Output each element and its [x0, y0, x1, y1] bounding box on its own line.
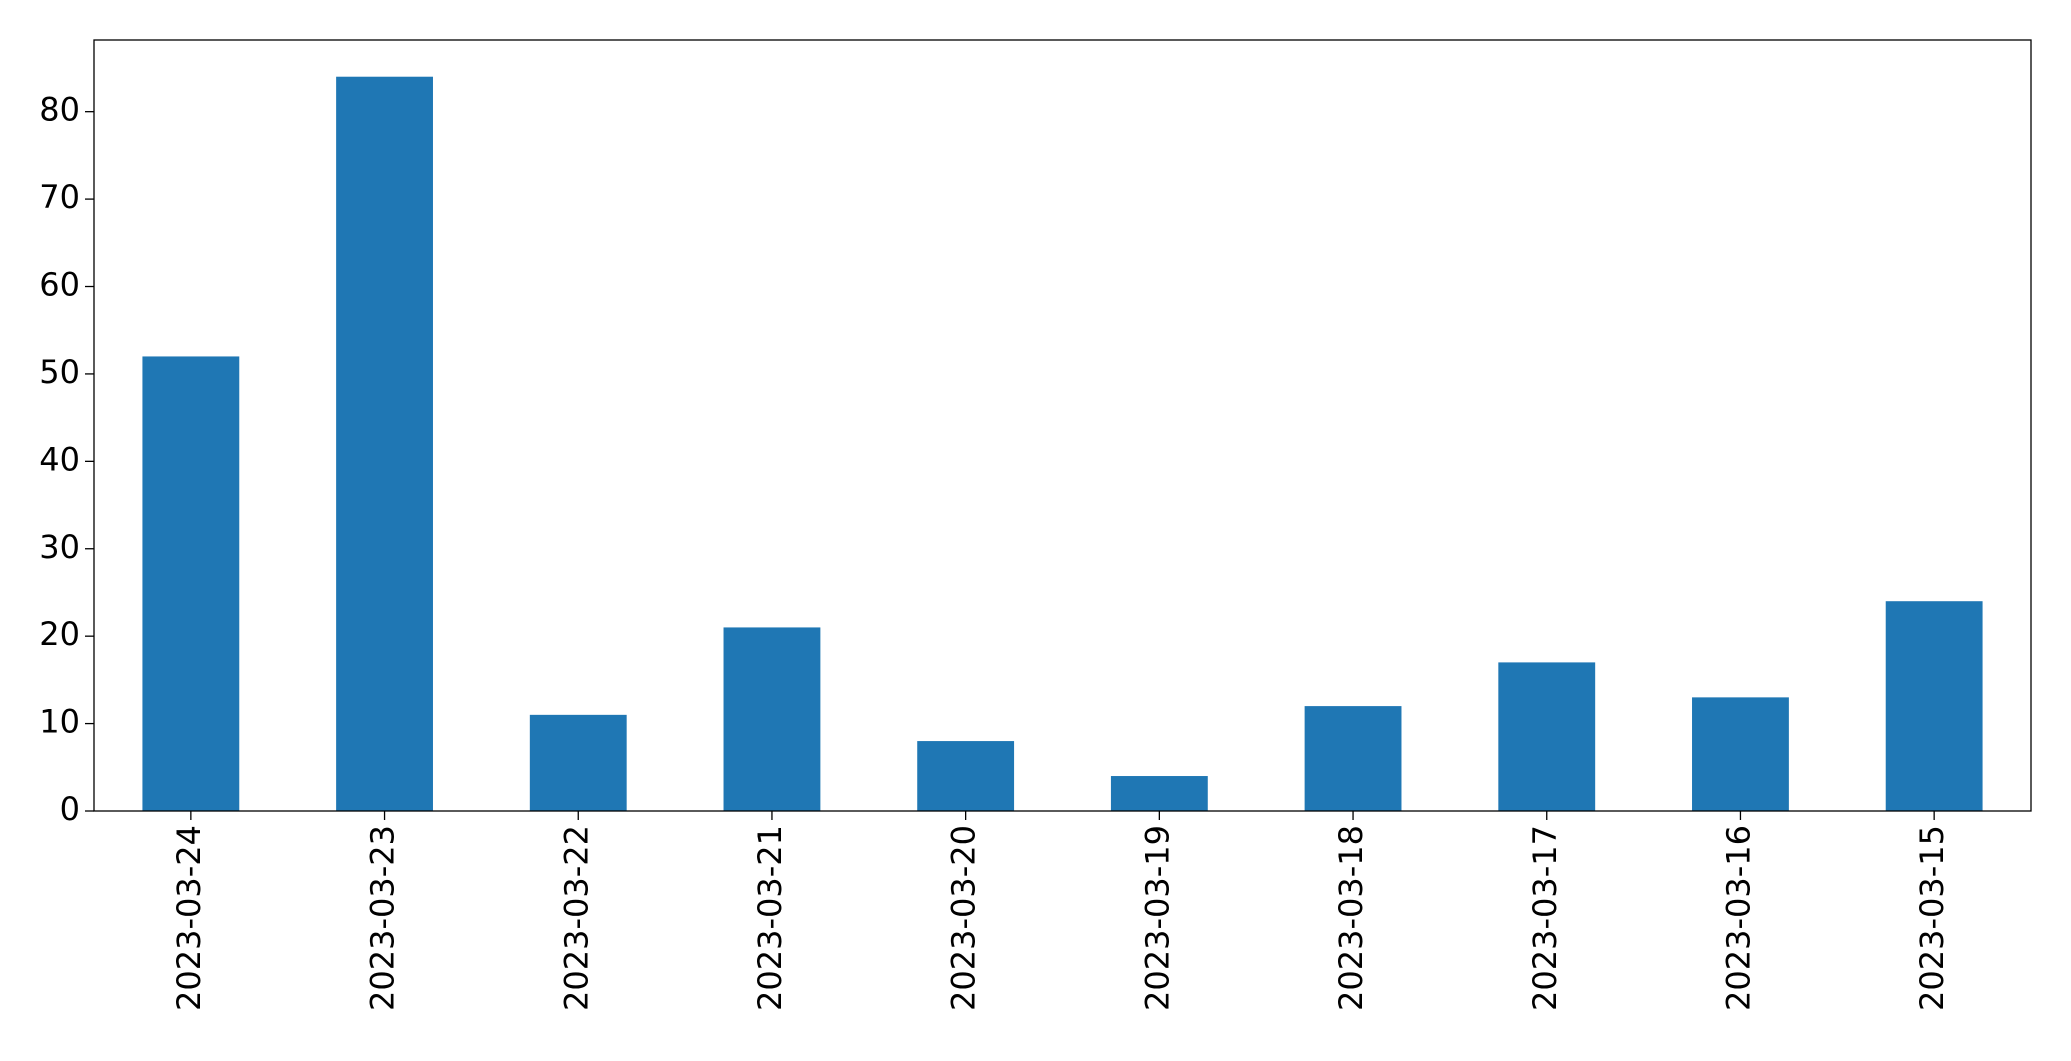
- x-tick-label: 2023-03-21: [751, 825, 789, 1011]
- y-tick-label: 30: [39, 528, 80, 566]
- bar: [336, 76, 433, 811]
- bar: [529, 714, 627, 811]
- x-tick-label: 2023-03-16: [1719, 825, 1757, 1011]
- bar: [723, 627, 821, 811]
- bar: [1498, 662, 1596, 811]
- y-tick-label: 20: [39, 615, 80, 653]
- bar: [142, 356, 240, 811]
- bar: [917, 741, 1015, 811]
- y-tick-label: 80: [39, 91, 80, 129]
- x-tick-label: 2023-03-20: [945, 825, 983, 1011]
- y-tick-label: 60: [39, 266, 80, 304]
- x-tick-label: 2023-03-24: [170, 825, 208, 1011]
- bar: [1692, 697, 1789, 811]
- y-tick-label: 40: [39, 440, 80, 478]
- y-tick-label: 0: [60, 790, 80, 828]
- x-tick-label: 2023-03-22: [557, 825, 595, 1011]
- y-tick-label: 50: [39, 353, 80, 391]
- bar: [1304, 706, 1402, 811]
- x-tick-label: 2023-03-15: [1913, 825, 1951, 1011]
- x-tick-label: 2023-03-19: [1138, 825, 1176, 1011]
- y-tick-label: 70: [39, 178, 80, 216]
- y-tick-label: 10: [39, 703, 80, 741]
- x-tick-label: 2023-03-18: [1332, 825, 1370, 1011]
- plot-frame: [93, 39, 2032, 812]
- bar: [1110, 776, 1208, 811]
- x-tick-label: 2023-03-23: [364, 825, 402, 1011]
- x-tick-label: 2023-03-17: [1526, 825, 1564, 1011]
- bar: [1885, 601, 1983, 811]
